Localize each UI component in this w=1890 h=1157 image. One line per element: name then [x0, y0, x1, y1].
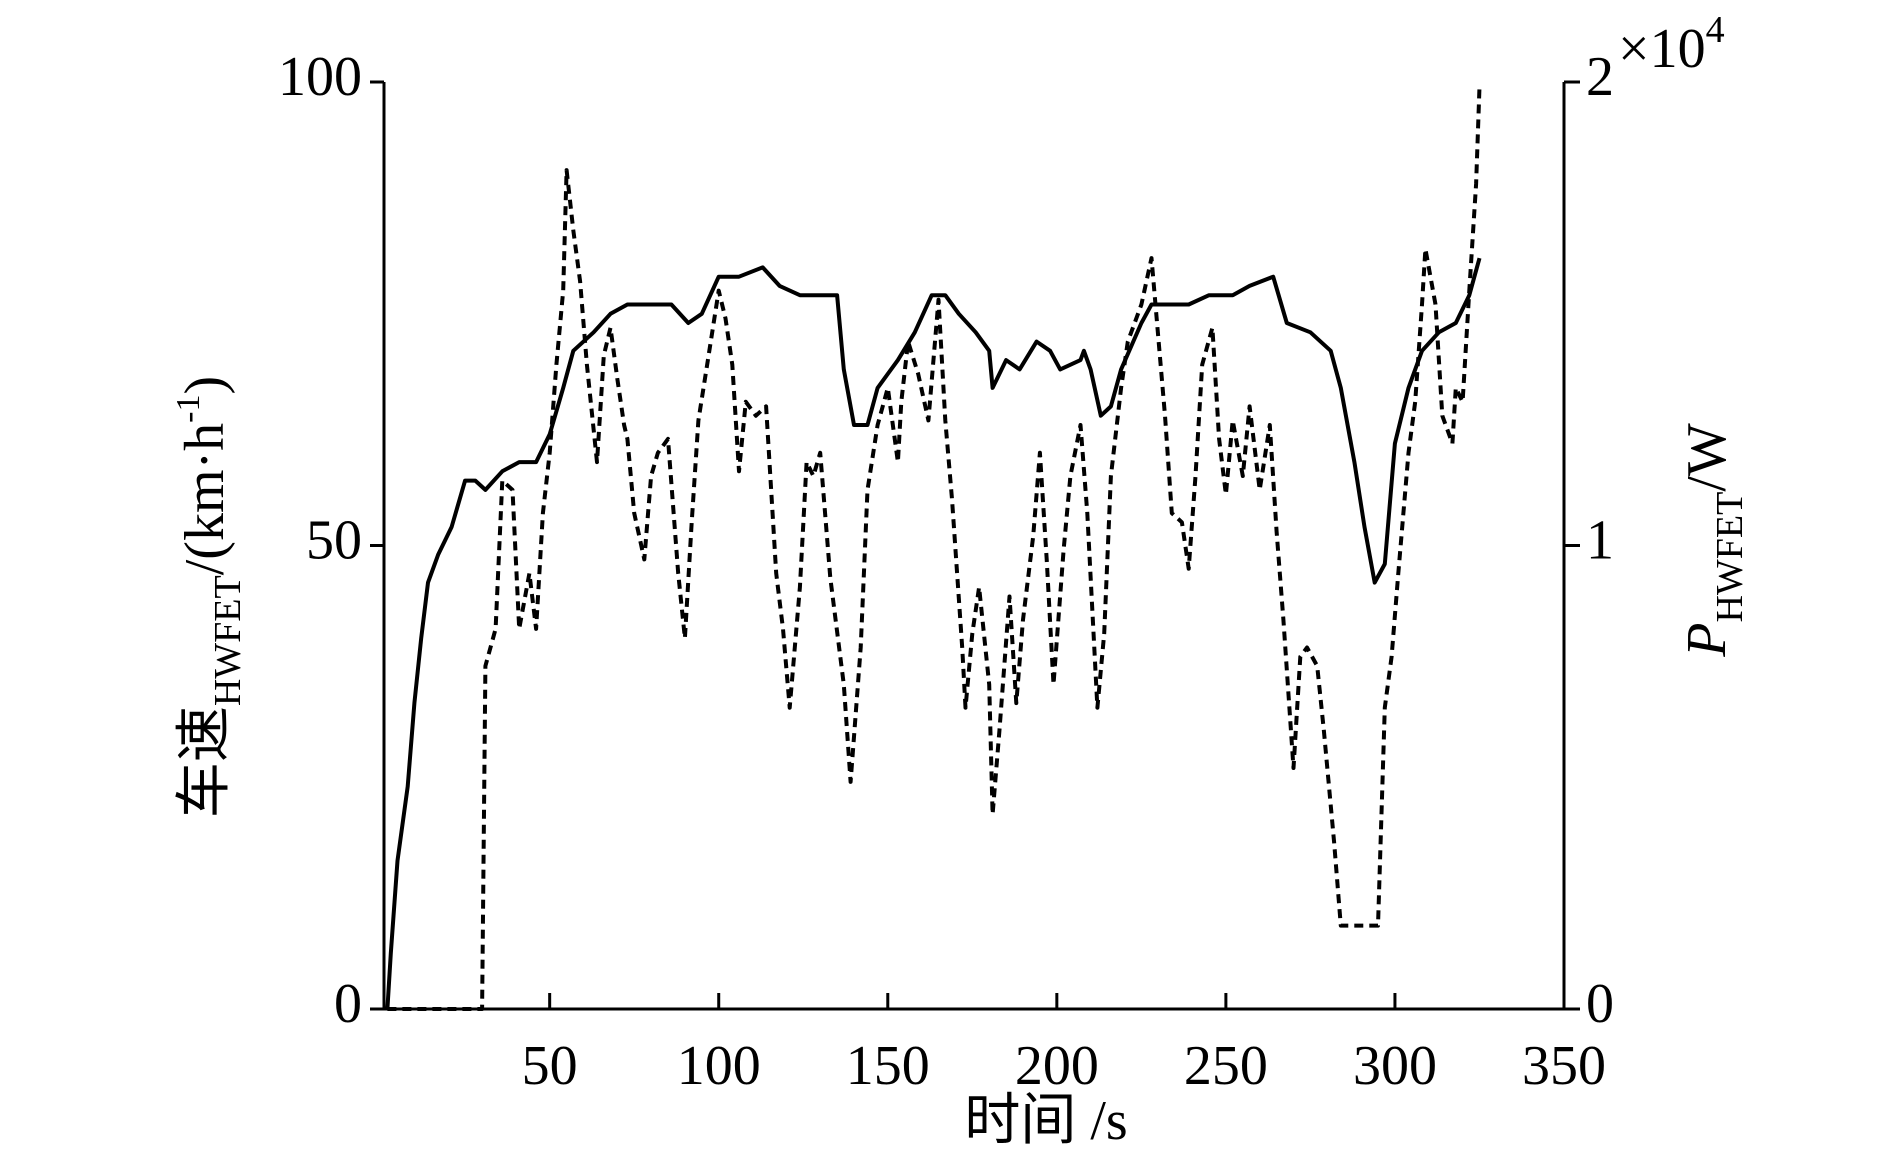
- y2-tick-label: 0: [1586, 973, 1614, 1035]
- y2-axis-label: PHWFET/W: [1676, 423, 1751, 658]
- y-label-subscript: HWFET: [207, 575, 249, 706]
- y-tick-label: 50: [306, 509, 362, 571]
- x-tick-label: 300: [1353, 1035, 1437, 1097]
- x-axis-label: 时间 /s: [964, 1090, 1127, 1152]
- x-tick-label: 50: [522, 1035, 578, 1097]
- y-label-superscript: -1: [170, 395, 207, 423]
- y-tick-label: 100: [278, 46, 362, 108]
- y-axis-label: 车速HWFET/(km·h-1): [170, 376, 248, 818]
- y-label-close: ): [174, 376, 236, 395]
- x-tick-label: 200: [1015, 1035, 1099, 1097]
- x-tick-label: 250: [1184, 1035, 1268, 1097]
- y2-tick-label: 2: [1586, 46, 1614, 108]
- data-line: [385, 257, 1482, 1010]
- y2-tick-label: 1: [1586, 509, 1614, 571]
- x-tick-label: 350: [1522, 1035, 1606, 1097]
- y2-label-subscript: HWFET: [1709, 492, 1751, 623]
- multiplier-exponent: 4: [1706, 9, 1725, 51]
- multiplier-text: ×10: [1618, 18, 1706, 80]
- y2-label-unit: /W: [1676, 423, 1738, 492]
- x-tick-label: 100: [677, 1035, 761, 1097]
- y-tick-label: 0: [334, 973, 362, 1035]
- y2-multiplier: ×104: [1618, 9, 1725, 80]
- data-line: [387, 86, 1482, 1011]
- y-label-unit: /(km·h: [174, 423, 236, 575]
- x-tick-label: 150: [846, 1035, 930, 1097]
- y2-label-text: P: [1676, 623, 1738, 658]
- y-label-text: 车速: [174, 706, 236, 818]
